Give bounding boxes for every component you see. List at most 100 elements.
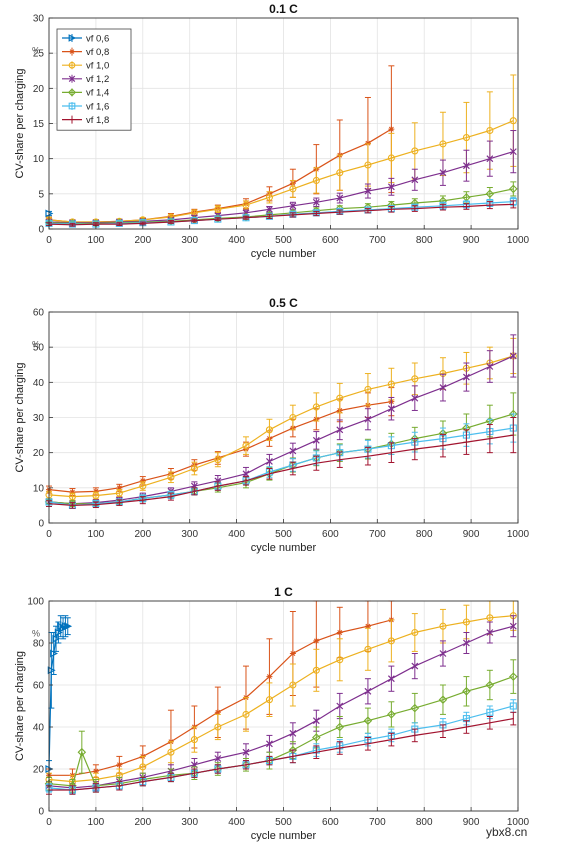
data-point [214, 755, 222, 762]
x-tick-label: 100 [88, 529, 105, 540]
data-point [92, 768, 99, 775]
unit-label: % [32, 629, 40, 639]
x-tick-label: 800 [416, 817, 433, 828]
data-series [45, 615, 73, 778]
y-tick-label: 40 [33, 723, 45, 734]
x-tick-label: 500 [275, 235, 292, 246]
data-point [390, 452, 392, 454]
data-point [387, 405, 395, 413]
data-point [364, 415, 372, 423]
data-point [411, 628, 419, 637]
data-point [387, 183, 395, 191]
x-tick-label: 1000 [507, 235, 530, 246]
series-line [49, 718, 514, 791]
data-point [242, 201, 250, 209]
data-point [336, 629, 343, 636]
data-point [442, 730, 444, 732]
x-axis-label: cycle number [251, 830, 317, 842]
data-point [411, 394, 419, 402]
data-point [292, 755, 294, 758]
data-point [442, 206, 444, 208]
data-point [411, 176, 419, 184]
x-tick-label: 500 [275, 529, 292, 540]
data-point [289, 202, 297, 210]
data-series [45, 337, 517, 501]
data-point [193, 772, 195, 774]
data-point [116, 484, 123, 491]
data-point [509, 702, 517, 710]
legend-entry: vf 0,8 [86, 47, 109, 58]
data-point [315, 462, 317, 464]
data-point [68, 61, 76, 69]
data-point [489, 722, 491, 724]
data-point [292, 214, 294, 216]
data-point [390, 739, 392, 741]
chart-title: 0.5 C [269, 296, 298, 310]
data-point [509, 672, 518, 681]
data-point [336, 194, 344, 202]
data-point [509, 148, 517, 156]
data-point [95, 223, 97, 225]
data-point [312, 403, 320, 411]
series-line [48, 625, 514, 789]
data-point [339, 211, 341, 213]
data-point [214, 723, 222, 731]
data-point [512, 718, 514, 720]
legend: vf 0,6 vf 0,8 vf 1,0 vf 1,2 vf 1,4 vf 1,6 vf 1… [56, 28, 132, 131]
data-point [193, 490, 195, 492]
chart-panel: 0 100 200 300 400 500 600 700 800 900 1000 0 5 10 15 20… [14, 2, 530, 260]
x-tick-label: 900 [463, 817, 480, 828]
data-point [118, 502, 120, 504]
y-tick-label: 100 [27, 597, 44, 608]
data-point [462, 618, 470, 626]
data-point [489, 204, 491, 206]
x-tick-label: 600 [322, 817, 339, 828]
data-point [142, 781, 144, 783]
data-point [289, 729, 297, 737]
x-tick-label: 1000 [507, 529, 530, 540]
x-tick-label: 700 [369, 235, 386, 246]
data-point [465, 726, 468, 728]
data-point [266, 205, 273, 213]
data-point [289, 413, 297, 422]
data-point [190, 736, 198, 744]
data-point [289, 650, 296, 657]
data-point [486, 363, 494, 370]
data-point [69, 489, 76, 496]
data-point [68, 102, 76, 110]
x-tick-label: 100 [88, 817, 105, 828]
data-point [71, 224, 74, 226]
data-point [289, 185, 297, 193]
x-tick-label: 700 [369, 817, 386, 828]
data-point [509, 352, 517, 360]
data-point [190, 464, 198, 473]
x-tick-label: 200 [134, 529, 151, 540]
data-point [387, 710, 396, 719]
data-point [363, 716, 373, 725]
data-point [61, 622, 70, 631]
data-point [95, 787, 97, 789]
y-tick-label: 15 [33, 119, 45, 130]
x-tick-label: 300 [181, 235, 198, 246]
data-point [142, 222, 144, 224]
data-point [411, 375, 419, 383]
data-point [387, 637, 395, 645]
data-point [242, 442, 250, 450]
data-point [364, 161, 372, 169]
data-point [217, 485, 219, 487]
chart-panel: 0 100 200 300 400 500 600 700 800 900 1000 0 10 20 30 4… [14, 296, 530, 554]
data-point [512, 434, 514, 436]
data-point [312, 717, 320, 725]
legend-entry: vf 1,0 [86, 61, 109, 72]
data-point [68, 34, 77, 42]
data-point [439, 650, 447, 657]
x-axis-label: cycle number [251, 248, 317, 260]
data-point [52, 634, 61, 643]
data-point [442, 445, 444, 447]
watermark-text: ybx8.cn [486, 825, 528, 839]
legend-entry: vf 0,6 [86, 33, 109, 44]
y-tick-label: 10 [33, 483, 45, 494]
y-tick-label: 40 [33, 378, 45, 389]
data-point [67, 88, 77, 97]
